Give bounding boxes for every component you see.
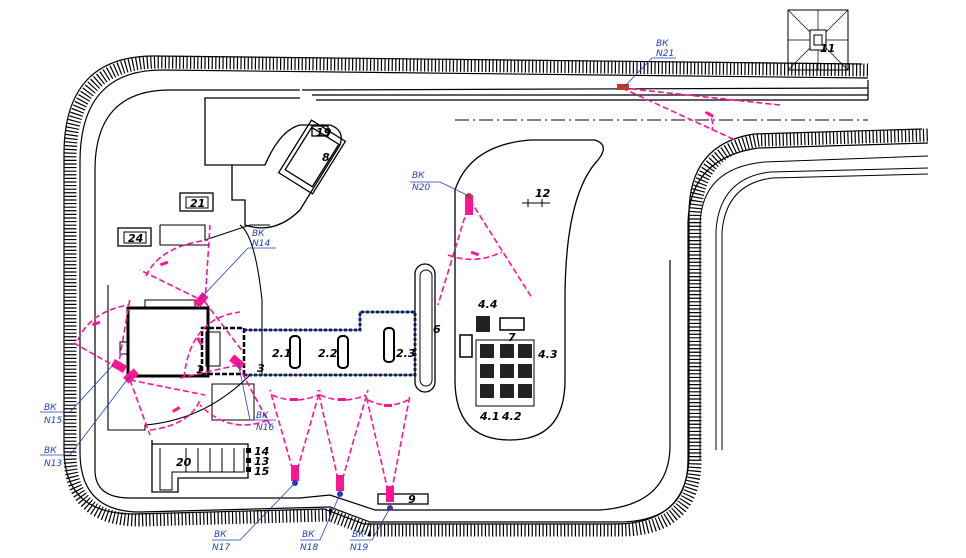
building-20: 20 14 13 15 (151, 440, 270, 493)
camera-label-n18: ВК N18 (300, 530, 318, 553)
camera-prefix: ВК (44, 446, 57, 456)
zone-label-12: 12 (535, 187, 551, 200)
camera-label-n20: ВК N20 (412, 171, 430, 193)
building-8 (204, 97, 347, 229)
camera-markers (110, 84, 629, 511)
zone-label-9: 9 (408, 493, 416, 506)
camera-label-n13: ВК N13 (44, 446, 62, 469)
camera-number: N16 (256, 423, 274, 433)
camera-label-n19: ВК N19 (350, 530, 368, 553)
camera-prefix: ВК (252, 229, 265, 239)
camera-prefix: ВК (256, 411, 269, 421)
zone-label-11: 11 (820, 42, 835, 55)
camera-label-n21: ВК N21 (656, 39, 674, 59)
camera-callouts (40, 57, 676, 541)
zone-label-4-2: 4.2 (501, 410, 522, 423)
internal-roads (94, 80, 869, 511)
zone-label-7: 7 (508, 331, 516, 344)
camera-label-n15: ВК N15 (44, 403, 62, 426)
camera-number: N20 (412, 183, 430, 193)
zone-label-3: 3 (257, 362, 265, 375)
camera-prefix: ВК (214, 530, 227, 540)
building-9: 9 (377, 493, 429, 506)
camera-number: N14 (252, 239, 270, 249)
camera-number: N18 (300, 543, 318, 553)
marker-11: 11 (787, 9, 849, 71)
zone-label-6: 6 (433, 323, 441, 336)
camera-prefix: ВК (302, 530, 315, 540)
camera-label-n14: ВК N14 (252, 229, 270, 249)
camera-number: N13 (44, 459, 62, 469)
zone-label-1: 1 (196, 363, 204, 376)
camera-number: N21 (656, 49, 674, 59)
camera-fov-layer (71, 87, 781, 501)
camera-prefix: ВК (352, 530, 365, 540)
camera-number: N17 (212, 543, 230, 553)
access-road-west-edge (159, 225, 210, 246)
zone-label-4-3: 4.3 (537, 348, 558, 361)
zone-label-2-2: 2.2 (318, 347, 338, 360)
camera-number: N15 (44, 416, 62, 426)
fuel-island: 6 4.4 7 4.3 4.1 4.2 12 (414, 139, 604, 441)
zone-label-13: 13 (254, 455, 270, 468)
zone-label-8: 8 (322, 151, 330, 164)
canopy-area: 2.1 2.2 2.3 (244, 310, 417, 377)
camera-number: N19 (350, 543, 368, 553)
fov-angle-marks (91, 111, 714, 413)
zone-label-21: 21 (190, 197, 205, 210)
zone-label-4-1: 4.1 (479, 410, 500, 423)
zone-label-24: 24 (128, 232, 143, 245)
zone-label-14: 14 (254, 445, 269, 458)
zone-label-4-4: 4.4 (477, 298, 498, 311)
site-perimeter (63, 55, 929, 537)
building-21: 21 (179, 192, 214, 212)
zone-label-20: 20 (176, 456, 192, 469)
zone-label-2-3: 2.3 (396, 347, 416, 360)
camera-prefix: ВК (44, 403, 57, 413)
camera-prefix: ВК (656, 39, 669, 49)
zone-label-2-1: 2.1 (272, 347, 292, 360)
zone-label-19: 19 (316, 126, 332, 139)
building-24: 24 (117, 227, 152, 247)
camera-label-n16: ВК N16 (256, 411, 274, 433)
camera-prefix: ВК (412, 171, 425, 181)
zone-label-15: 15 (254, 465, 270, 478)
building-1: 1 3 (107, 224, 265, 431)
camera-label-n17: ВК N17 (212, 530, 230, 553)
